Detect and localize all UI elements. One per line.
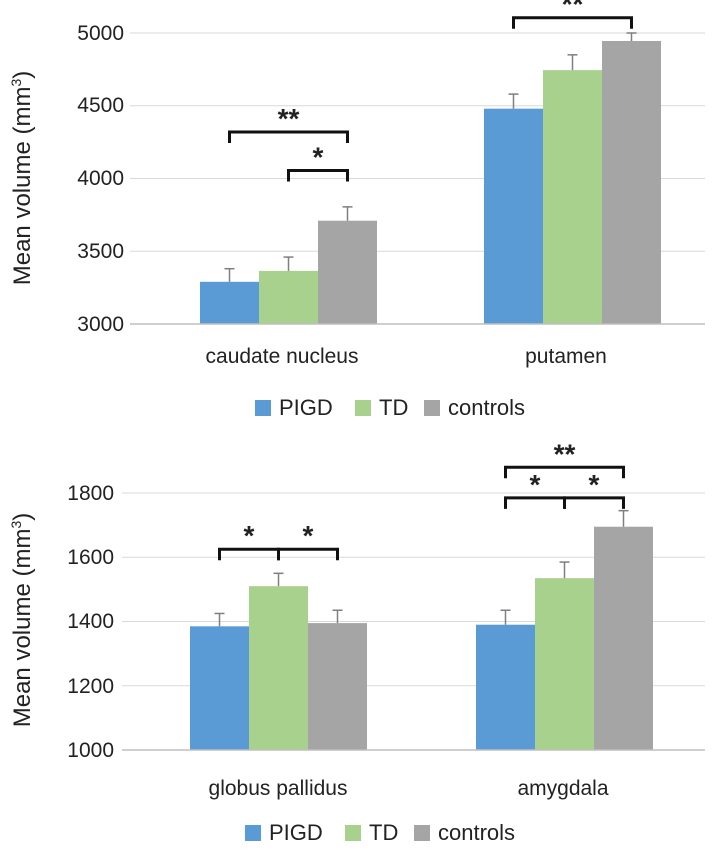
bar-controls-putamen	[602, 41, 661, 324]
bar-pigd-caudate-nucleus	[200, 281, 259, 324]
legend-swatch-controls	[414, 825, 430, 841]
significance-bracket	[228, 130, 349, 143]
significance-label: *	[303, 520, 314, 551]
bar-pigd-putamen	[484, 108, 543, 324]
bar-pigd-amygdala	[476, 624, 535, 750]
bar-controls-amygdala	[594, 526, 653, 750]
legend: PIGD TD controls	[245, 820, 515, 845]
category-label: putamen	[525, 345, 607, 368]
significance-label: *	[244, 520, 255, 551]
significance-label: *	[589, 469, 600, 500]
legend-label: TD	[369, 820, 398, 845]
y-axis-label: Mean volume (mm3)	[8, 71, 36, 286]
legend-label: controls	[448, 395, 525, 420]
y-tick-label: 4500	[77, 94, 124, 117]
bar-controls-globus-pallidus	[308, 623, 367, 750]
significance-label: **	[278, 103, 300, 134]
significance-bracket	[512, 16, 633, 29]
significance-bracket	[563, 496, 625, 509]
legend-label: PIGD	[269, 820, 323, 845]
y-tick-label: 1200	[67, 675, 114, 698]
y-tick-label: 4000	[77, 167, 124, 190]
bar-td-putamen	[543, 70, 602, 324]
y-tick-label: 1600	[67, 546, 114, 569]
category-label: amygdala	[517, 777, 608, 800]
chart-panel-pallidus-amygdala: Mean volume (mm3) 1000 1200 1400 1600 18…	[8, 438, 705, 845]
legend-swatch-td	[355, 400, 371, 416]
significance-label: *	[313, 141, 324, 172]
significance-bracket	[277, 547, 339, 561]
category-label: caudate nucleus	[206, 345, 359, 368]
y-tick-label: 1800	[67, 482, 114, 505]
legend: PIGD TD controls	[255, 395, 525, 420]
y-tick-label: 1400	[67, 610, 114, 633]
y-axis-label: Mean volume (mm3)	[8, 513, 36, 728]
legend-swatch-pigd	[255, 400, 271, 416]
legend-label: controls	[438, 820, 515, 845]
significance-bracket	[287, 168, 349, 182]
y-tick-label: 1000	[67, 739, 114, 762]
significance-label: *	[530, 469, 541, 500]
bar-td-caudate-nucleus	[259, 270, 318, 324]
y-tick-label: 5000	[77, 22, 124, 45]
y-tick-label: 3000	[77, 313, 124, 336]
chart-panel-basal-ganglia: Mean volume (mm3) 3000 3500 4000 4500 50…	[8, 0, 705, 420]
significance-label: **	[554, 438, 576, 469]
category-label: globus pallidus	[209, 777, 348, 800]
legend-label: TD	[379, 395, 408, 420]
bar-controls-caudate-nucleus	[318, 220, 377, 324]
bar-td-amygdala	[535, 578, 594, 750]
legend-swatch-pigd	[245, 825, 261, 841]
legend-swatch-td	[345, 825, 361, 841]
y-tick-label: 3500	[77, 240, 124, 263]
bar-td-globus-pallidus	[249, 586, 308, 750]
legend-swatch-controls	[424, 400, 440, 416]
bar-pigd-globus-pallidus	[190, 626, 249, 750]
significance-bracket	[504, 465, 625, 479]
legend-label: PIGD	[279, 395, 333, 420]
significance-label: **	[562, 0, 584, 20]
